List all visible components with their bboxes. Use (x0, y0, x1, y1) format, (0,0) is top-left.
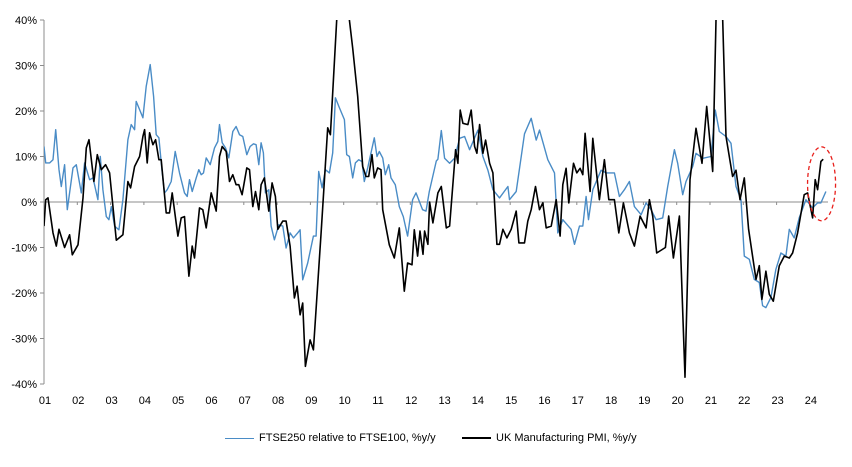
x-tick-label: 08 (272, 395, 284, 407)
x-tick-label: 02 (72, 395, 84, 407)
x-tick-label: 01 (39, 395, 51, 407)
legend-item-ftse250: FTSE250 relative to FTSE100, %y/y (225, 432, 436, 444)
legend-swatch-ftse250 (225, 437, 254, 439)
legend: FTSE250 relative to FTSE100, %y/y UK Man… (0, 432, 852, 448)
x-tick-label: 04 (139, 395, 151, 407)
series-line-ftse250-relative (44, 63, 827, 309)
x-tick-label: 13 (438, 395, 450, 407)
y-tick-label: 10% (15, 152, 37, 164)
annotation-layer (806, 146, 837, 222)
legend-swatch-pmi (462, 437, 491, 439)
y-axis: 40% 30% 20% 10% 0% -10% -20% -30% -40% (11, 15, 45, 391)
x-tick-label: 03 (105, 395, 117, 407)
x-tick-label: 11 (372, 395, 383, 407)
y-tick-label: 20% (15, 106, 37, 118)
x-tick-label: 21 (705, 395, 717, 407)
series-line-uk-manufacturing-pmi (44, 20, 824, 378)
x-tick-label: 20 (672, 395, 684, 407)
x-tick-label: 05 (172, 395, 184, 407)
series-layer (44, 20, 827, 378)
x-tick-label: 14 (472, 395, 484, 407)
y-tick-label: 0% (21, 197, 37, 209)
x-tick-label: 17 (572, 395, 584, 407)
x-tick-label: 23 (771, 395, 783, 407)
y-tick-label: 30% (15, 61, 37, 73)
x-tick-label: 22 (738, 395, 750, 407)
legend-label-pmi: UK Manufacturing PMI, %y/y (496, 432, 637, 444)
x-tick-label: 18 (605, 395, 617, 407)
highlight-ellipse-annotation (806, 146, 837, 222)
legend-label-ftse250: FTSE250 relative to FTSE100, %y/y (259, 432, 436, 444)
x-tick-label: 09 (305, 395, 317, 407)
y-tick-label: -20% (11, 288, 37, 300)
y-tick-label: 40% (15, 15, 37, 27)
x-tick-label: 06 (205, 395, 217, 407)
legend-item-pmi: UK Manufacturing PMI, %y/y (462, 432, 637, 444)
x-tick-label: 16 (538, 395, 550, 407)
x-tick-label: 07 (239, 395, 251, 407)
x-axis: 01 02 03 04 05 06 07 08 09 10 11 12 13 14 15 16 17 18 19 20… (39, 201, 828, 407)
x-tick-label: 19 (638, 395, 650, 407)
x-tick-label: 10 (339, 395, 351, 407)
x-tick-label: 12 (405, 395, 417, 407)
x-tick-label: 15 (505, 395, 517, 407)
x-tick-label: 24 (805, 395, 817, 407)
y-tick-label: -10% (11, 243, 37, 255)
y-tick-label: -40% (11, 379, 37, 391)
y-tick-label: -30% (11, 334, 37, 346)
